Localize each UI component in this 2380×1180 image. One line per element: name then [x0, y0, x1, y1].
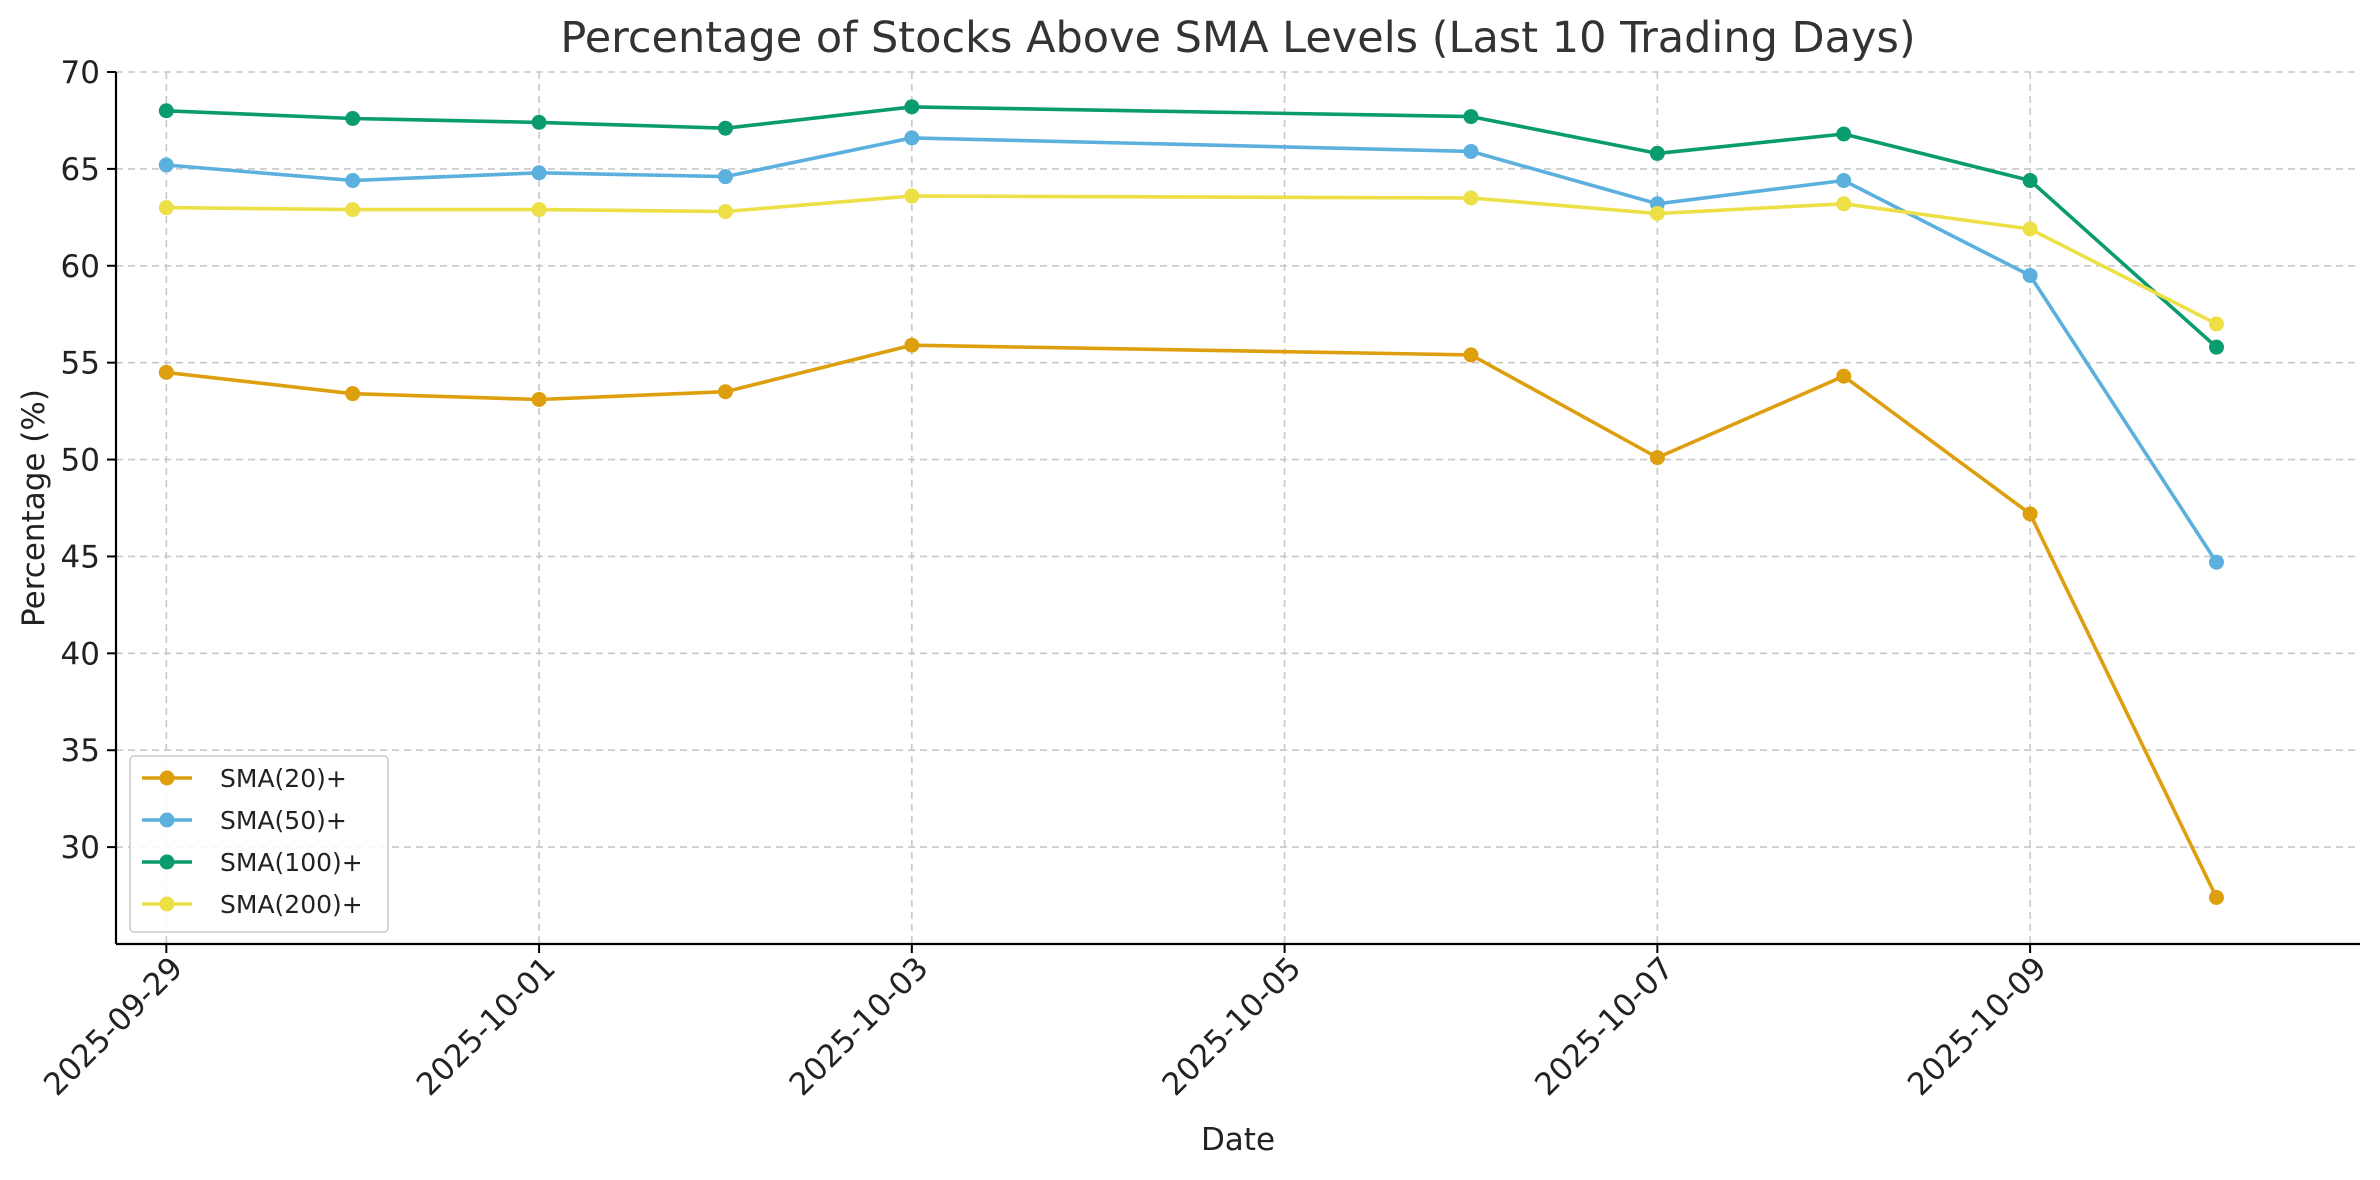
data-point — [1836, 196, 1852, 212]
legend-swatch-marker — [159, 812, 175, 828]
y-tick-label: 50 — [61, 443, 100, 479]
y-tick-label: 55 — [61, 346, 100, 382]
data-point — [1649, 205, 1665, 221]
data-point — [717, 384, 733, 400]
data-point — [2208, 339, 2224, 355]
series-1 — [158, 337, 2224, 905]
x-tick-label: 2025-10-09 — [1901, 950, 2054, 1103]
data-point — [1649, 450, 1665, 466]
series-2 — [158, 130, 2224, 570]
series-line — [166, 136, 2219, 564]
data-point — [904, 130, 920, 146]
x-tick-label: 2025-10-01 — [410, 950, 563, 1103]
data-point — [717, 120, 733, 136]
data-point — [904, 99, 920, 115]
series-4 — [158, 188, 2224, 332]
y-tick-label: 40 — [61, 636, 100, 672]
legend-entry: SMA(200)+ — [142, 890, 363, 919]
series-group — [158, 99, 2224, 905]
series-line — [166, 194, 2218, 326]
x-tick-label: 2025-10-05 — [1155, 950, 1308, 1103]
data-point — [531, 202, 547, 218]
legend-entry: SMA(20)+ — [142, 764, 347, 793]
data-point — [904, 188, 920, 204]
legend-swatch-marker — [159, 770, 175, 786]
chart-title: Percentage of Stocks Above SMA Levels (L… — [560, 13, 1915, 63]
x-axis-label: Date — [1201, 1122, 1275, 1158]
legend-label: SMA(200)+ — [220, 890, 363, 919]
data-point — [904, 337, 920, 353]
data-point — [531, 165, 547, 181]
legend: SMA(20)+ SMA(50)+ SMA(100)+ SMA(200)+ — [129, 755, 389, 933]
data-point — [158, 157, 174, 173]
series-line — [166, 343, 2219, 899]
data-point — [2208, 554, 2224, 570]
series-line — [166, 105, 2218, 349]
y-tick-label: 35 — [61, 733, 100, 769]
data-point — [1836, 126, 1852, 142]
data-point — [345, 173, 361, 189]
legend-label: SMA(20)+ — [220, 764, 347, 793]
data-point — [2022, 506, 2038, 522]
data-point — [2208, 889, 2224, 905]
y-axis-label: Percentage (%) — [16, 389, 52, 627]
data-point — [158, 103, 174, 119]
legend-swatch-marker — [159, 896, 175, 912]
legend-frame — [129, 755, 389, 933]
y-tick-label: 65 — [61, 152, 100, 188]
data-point — [531, 391, 547, 407]
series-3 — [158, 99, 2224, 355]
legend-entry: SMA(50)+ — [142, 806, 347, 835]
data-point — [717, 204, 733, 220]
data-point — [158, 364, 174, 380]
data-point — [531, 114, 547, 130]
data-point — [2208, 316, 2224, 332]
y-tick-label: 70 — [61, 55, 100, 91]
legend-label: SMA(50)+ — [220, 806, 347, 835]
data-point — [1463, 109, 1479, 125]
data-point — [1649, 145, 1665, 161]
data-point — [1836, 368, 1852, 384]
y-tick-label: 30 — [61, 830, 100, 866]
y-tick-label: 60 — [61, 249, 100, 285]
data-point — [1463, 143, 1479, 159]
data-point — [1463, 347, 1479, 363]
x-tick-label: 2025-10-07 — [1528, 950, 1681, 1103]
data-point — [2022, 221, 2038, 237]
legend-entry: SMA(100)+ — [142, 848, 363, 877]
data-point — [1836, 173, 1852, 189]
axes: 30 35 40 45 50 55 60 65 70 2025-09-29 2025-10-01 20… — [37, 55, 2360, 1103]
data-point — [2022, 267, 2038, 283]
y-tick-label: 45 — [61, 539, 100, 575]
legend-swatch-marker — [159, 854, 175, 870]
data-point — [158, 200, 174, 216]
data-point — [1463, 190, 1479, 206]
data-point — [2022, 173, 2038, 189]
data-point — [345, 111, 361, 127]
data-point — [345, 202, 361, 218]
data-point — [345, 386, 361, 402]
x-tick-label: 2025-09-29 — [37, 950, 190, 1103]
x-tick-label: 2025-10-03 — [783, 950, 936, 1103]
data-point — [717, 169, 733, 185]
legend-label: SMA(100)+ — [220, 848, 363, 877]
